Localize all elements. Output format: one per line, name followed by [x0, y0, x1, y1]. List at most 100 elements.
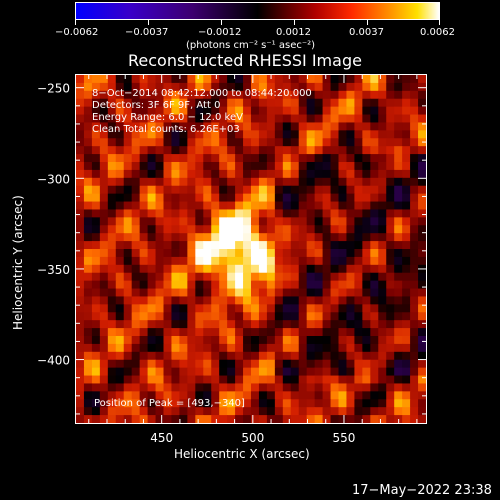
heatmap-cell — [274, 288, 284, 297]
heatmap-cell — [314, 201, 324, 210]
heatmap-cell — [155, 304, 164, 313]
heatmap-cell — [346, 280, 355, 290]
heatmap-cell — [282, 122, 292, 131]
heatmap-cell — [76, 249, 85, 258]
heatmap-cell — [251, 256, 260, 266]
heatmap-cell — [139, 169, 149, 179]
heatmap-cell — [402, 98, 411, 108]
heatmap-cell — [402, 336, 411, 345]
heatmap-cell — [187, 256, 196, 266]
y-axis-label: Heliocentric Y (arcsec) — [11, 195, 25, 330]
heatmap-cell — [282, 201, 292, 210]
heatmap-cell — [354, 146, 363, 155]
heatmap-cell — [243, 169, 252, 179]
heatmap-cell — [91, 391, 101, 400]
heatmap-cell — [76, 90, 85, 100]
heatmap-cell — [394, 98, 403, 108]
heatmap-cell — [83, 193, 93, 203]
heatmap-cell — [171, 241, 180, 250]
heatmap-cell — [338, 138, 347, 147]
heatmap-cell — [298, 241, 308, 250]
heatmap-cell — [203, 90, 212, 100]
heatmap-cell — [187, 217, 196, 226]
heatmap-cell — [131, 201, 141, 210]
heatmap-cell — [282, 82, 292, 92]
heatmap-cell — [187, 351, 196, 361]
heatmap-cell — [346, 146, 355, 155]
heatmap-cell — [123, 193, 133, 203]
heatmap-cell — [243, 209, 252, 218]
heatmap-cell — [418, 312, 426, 321]
heatmap-cell — [346, 162, 355, 171]
heatmap-cell — [346, 225, 355, 234]
heatmap-cell — [131, 169, 141, 179]
heatmap-cell — [251, 375, 260, 384]
heatmap-cell — [115, 162, 125, 171]
heatmap-cell — [402, 367, 411, 377]
heatmap-cell — [251, 272, 260, 282]
heatmap-cell — [203, 201, 212, 210]
heatmap-cell — [290, 154, 300, 163]
heatmap-cell — [274, 351, 284, 361]
heatmap-cell — [243, 328, 252, 337]
heatmap-cell — [243, 320, 252, 329]
heatmap-cell — [115, 415, 125, 423]
heatmap-cell — [298, 407, 308, 416]
heatmap-cell — [410, 383, 419, 392]
heatmap-cell — [163, 233, 172, 242]
heatmap-cell — [418, 75, 426, 84]
heatmap-cell — [418, 225, 426, 234]
heatmap-cell — [227, 114, 236, 123]
heatmap-cell — [203, 138, 212, 147]
heatmap-cell — [274, 336, 284, 345]
heatmap-cell — [354, 415, 363, 423]
heatmap-cell — [330, 383, 339, 392]
heatmap-cell — [76, 162, 85, 171]
heatmap-cell — [251, 114, 260, 123]
heatmap-cell — [99, 351, 109, 361]
heatmap-cell — [370, 209, 379, 218]
heatmap-cell — [378, 241, 387, 250]
heatmap-cell — [258, 154, 268, 163]
heatmap-cell — [410, 280, 419, 290]
heatmap-cell — [410, 233, 419, 242]
heatmap-cell — [322, 138, 332, 147]
heatmap-cell — [187, 415, 196, 423]
heatmap-cell — [370, 130, 379, 139]
heatmap-cell — [386, 122, 395, 131]
heatmap-cell — [227, 185, 236, 195]
heatmap-cell — [354, 82, 363, 92]
heatmap-cell — [354, 272, 363, 282]
heatmap-cell — [83, 359, 93, 369]
heatmap-cell — [346, 375, 355, 384]
heatmap-cell — [219, 225, 228, 234]
heatmap-cell — [179, 185, 188, 195]
colorbar-tick-label: −0.0062 — [55, 27, 99, 38]
heatmap-cell — [155, 217, 164, 226]
heatmap-cell — [123, 272, 133, 282]
heatmap-cell — [298, 415, 308, 423]
heatmap-cell — [219, 233, 228, 242]
heatmap-cell — [274, 138, 284, 147]
heatmap-cell — [163, 399, 172, 408]
heatmap-cell — [163, 336, 172, 345]
heatmap-cell — [171, 320, 180, 329]
heatmap-cell — [171, 209, 180, 218]
heatmap-cell — [402, 264, 411, 274]
heatmap-cell — [378, 154, 387, 163]
heatmap-cell — [235, 336, 244, 345]
heatmap-cell — [394, 272, 403, 282]
heatmap-cell — [386, 177, 395, 187]
heatmap-cell — [410, 217, 419, 226]
heatmap-cell — [282, 177, 292, 187]
heatmap-cell — [354, 154, 363, 163]
heatmap-cell — [243, 399, 252, 408]
heatmap-cell — [410, 264, 419, 274]
heatmap-cell — [354, 320, 363, 329]
heatmap-cell — [131, 162, 141, 171]
heatmap-cell — [83, 336, 93, 345]
heatmap-cell — [76, 75, 85, 84]
heatmap-cell — [306, 106, 316, 116]
heatmap-cell — [171, 185, 180, 195]
heatmap-cell — [219, 114, 228, 123]
